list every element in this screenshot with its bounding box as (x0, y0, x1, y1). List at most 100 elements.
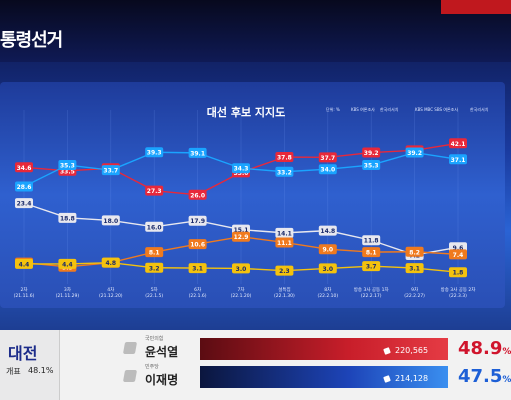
data-point-marker (58, 212, 77, 223)
x-tick-label: (22.2.10) (317, 293, 338, 299)
data-point-marker (449, 154, 467, 165)
data-point-marker (275, 265, 294, 276)
chart-unit: 단위: % (326, 107, 340, 112)
data-point-marker (362, 261, 381, 272)
data-label: 37.8 (277, 155, 292, 162)
data-point-marker (101, 257, 120, 268)
chart-source-three-pollster: 한국리서치 (470, 107, 489, 112)
data-point-marker (275, 237, 294, 248)
data-label: 34.6 (17, 165, 32, 172)
data-label: 4.4 (62, 261, 73, 268)
x-tick-label: (21.11.29) (56, 293, 80, 299)
x-tick-label: 방송 3사 공동 1차 (354, 286, 390, 293)
data-point-marker (318, 152, 337, 163)
data-label: 8.2 (409, 249, 420, 256)
data-label: 33.5 (60, 168, 75, 175)
data-point-marker (58, 258, 77, 269)
data-point-marker (15, 198, 33, 209)
data-label: 10.6 (190, 242, 205, 249)
data-label: 2.3 (279, 268, 290, 275)
data-point-marker (405, 263, 424, 274)
data-label: 9.0 (322, 247, 333, 254)
data-label: 42.1 (451, 141, 466, 148)
x-tick-label: 3차 (64, 286, 72, 293)
x-tick-label: (21.12.20) (99, 293, 123, 299)
data-point-marker (362, 147, 381, 158)
data-label: 8.1 (366, 250, 377, 257)
data-label: 39.2 (364, 150, 379, 157)
data-point-marker (362, 235, 381, 246)
chart-source-kbs-pollster: 한국리서치 (380, 107, 399, 112)
data-label: 3.7 (366, 264, 377, 271)
data-label: 3.2 (149, 265, 160, 272)
data-point-marker (405, 147, 424, 158)
data-point-marker (101, 165, 120, 176)
candidate-percent: 48.9% (458, 338, 511, 359)
data-label: 14.8 (320, 228, 335, 235)
data-point-marker (318, 164, 337, 175)
data-label: 27.3 (147, 188, 162, 195)
x-tick-label: (22.2.27) (404, 293, 425, 299)
data-label: 26.0 (190, 192, 205, 199)
data-label: 37.7 (320, 155, 335, 162)
data-label: 3.1 (409, 266, 420, 273)
data-point-marker (405, 246, 424, 257)
data-label: 39.1 (190, 150, 205, 157)
data-point-marker (15, 162, 33, 173)
top-banner: 통령선거 (0, 0, 511, 62)
candidate-symbol-icon (122, 370, 138, 382)
data-label: 3.1 (192, 266, 203, 273)
data-label: 33.0 (234, 170, 249, 177)
poll-line-chart: 2차(21.11.6)3차(21.11.29)4차(21.12.20)5차(22… (14, 110, 477, 299)
data-label: 33.7 (103, 168, 118, 175)
data-label: 17.9 (190, 218, 205, 225)
data-label: 39.2 (407, 150, 422, 157)
data-point-marker (145, 147, 164, 158)
x-tick-label: 6차 (194, 286, 202, 293)
data-label: 37.1 (451, 157, 466, 164)
data-label: 16.0 (147, 224, 162, 231)
data-point-marker (188, 147, 207, 158)
data-point-marker (188, 239, 207, 250)
candidate-percent: 47.5% (458, 366, 511, 387)
data-label: 34.0 (320, 167, 335, 174)
data-label: 23.4 (17, 201, 32, 208)
data-point-marker (145, 221, 164, 232)
x-tick-label: (22.3.3) (449, 293, 467, 299)
data-label: 14.1 (277, 230, 292, 237)
data-point-marker (188, 215, 207, 226)
data-point-marker (232, 163, 250, 174)
data-label: 18.0 (103, 218, 118, 225)
data-label: 33.2 (277, 169, 292, 176)
candidate-votes: 220,565 (395, 346, 429, 355)
candidate-name: 윤석열 (145, 345, 179, 359)
data-point-marker (362, 247, 381, 258)
data-label: 4.8 (105, 260, 116, 267)
data-label: 35.3 (60, 163, 75, 170)
data-label: 8.1 (149, 250, 160, 257)
x-tick-label: 7차 (237, 286, 245, 293)
data-point-marker (232, 263, 250, 274)
data-point-marker (318, 263, 337, 274)
x-tick-label: (22.2.17) (361, 293, 382, 299)
x-tick-label: 방송 3사 공동 2차 (441, 286, 477, 293)
data-label: 11.1 (277, 240, 292, 247)
count-label: 개표 (6, 367, 21, 376)
data-point-marker (449, 249, 467, 260)
data-label: 28.6 (17, 184, 32, 191)
x-tick-label: (22.1.30) (274, 293, 295, 299)
x-tick-label: 5차 (151, 286, 159, 293)
data-point-marker (15, 181, 33, 192)
candidate-symbol-icon (122, 342, 138, 354)
data-label: 39.3 (147, 150, 162, 157)
x-tick-label: (22.1.20) (231, 293, 252, 299)
data-point-marker (58, 160, 77, 171)
x-tick-label: 설특집 (278, 286, 290, 293)
data-point-marker (145, 247, 164, 258)
election-brand: 통령선거 (0, 30, 63, 51)
data-label: 3.0 (236, 266, 247, 273)
data-point-marker (145, 185, 164, 196)
chart-source-kbs: KBS 여론조사 (351, 107, 375, 112)
data-point-marker (188, 189, 207, 200)
region-name: 대전 (8, 344, 38, 363)
